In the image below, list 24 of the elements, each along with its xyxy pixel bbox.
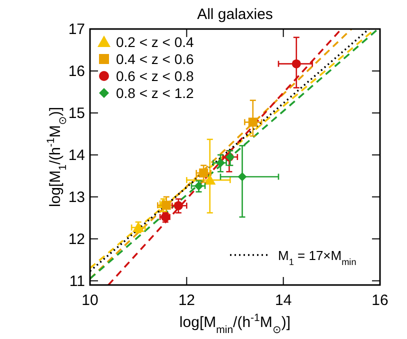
x-tick-label: 14 <box>274 292 292 309</box>
legend-label: M$_{1}$ = 17×M$_{min}$ <box>278 248 356 267</box>
y-tick-label: 11 <box>69 272 85 290</box>
y-tick-label: 12 <box>68 230 85 248</box>
chart-title: All galaxies <box>197 6 273 23</box>
x-tick-label: 10 <box>82 292 98 309</box>
legend-label: 0.2 < z < 0.4 <box>116 34 194 50</box>
y-tick-label: 15 <box>68 104 85 122</box>
point <box>292 59 301 68</box>
legend-label: 0.8 < z < 1.2 <box>116 85 194 101</box>
legend-label: 0.6 < z < 0.8 <box>116 68 194 84</box>
point <box>248 118 258 127</box>
y-tick-label: 17 <box>68 21 85 38</box>
point <box>199 168 208 178</box>
point <box>204 174 216 185</box>
x-axis-title: log[M$_{min}$/(h$^{-1}$M$_{⊙}$)] <box>179 312 291 336</box>
point <box>194 181 204 190</box>
y-tick-label: 13 <box>68 188 85 206</box>
y-tick-label: 14 <box>68 146 85 164</box>
legend-label: 0.4 < z < 0.6 <box>116 51 194 67</box>
x-tick-label: 12 <box>178 292 196 309</box>
point <box>238 172 247 182</box>
x-tick-label: 16 <box>372 292 388 309</box>
y-tick-label: 16 <box>68 62 85 80</box>
